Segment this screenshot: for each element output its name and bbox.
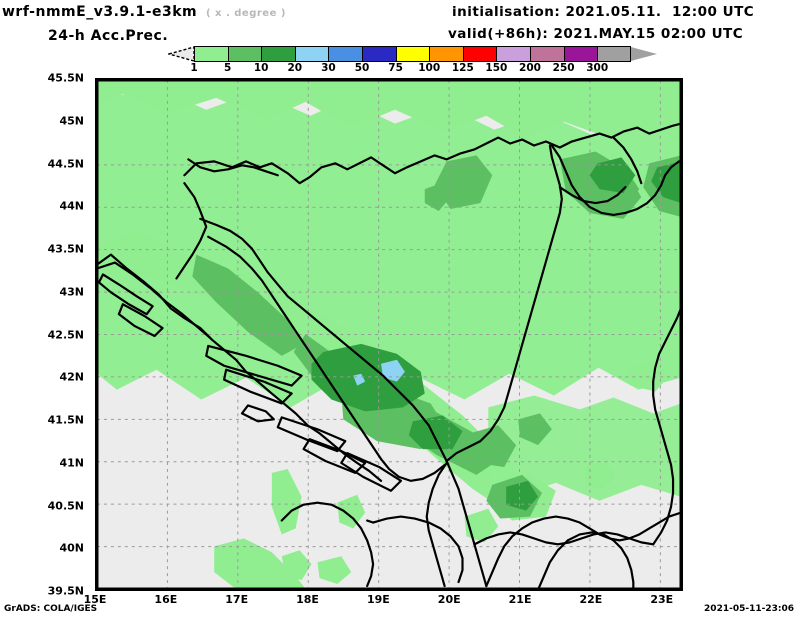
y-tick-44.5N: 44.5N bbox=[47, 157, 84, 170]
y-tick-43.5N: 43.5N bbox=[47, 242, 84, 256]
x-tick-16E: 16E bbox=[154, 593, 178, 606]
y-tick-41N: 41N bbox=[59, 456, 84, 470]
x-axis-labels: 15E 16E 17E 18E 19E 20E 21E 22E 23E bbox=[84, 593, 683, 611]
y-tick-45N: 45N bbox=[59, 114, 84, 128]
y-tick-41.5N: 41.5N bbox=[47, 413, 84, 427]
colorbar-tick-1: 1 bbox=[190, 62, 198, 74]
y-axis-labels: 45.5N 45N 44.5N 44N 43.5N 43N 42.5N 42N 41.5N 41N… bbox=[0, 72, 92, 598]
y-tick-40N: 40N bbox=[59, 541, 84, 555]
colorbar-tick-200: 200 bbox=[519, 62, 541, 74]
colorbar-swatch-150 bbox=[496, 46, 530, 62]
x-tick-19E: 19E bbox=[366, 593, 390, 606]
model-title: wrf-nmmE_v3.9.1-e3km bbox=[2, 4, 198, 20]
colorbar-tick-75: 75 bbox=[388, 62, 403, 74]
colorbar-swatch-250 bbox=[563, 46, 598, 62]
y-tick-45.5N: 45.5N bbox=[47, 71, 84, 85]
valid-time: valid(+86h): 2021.MAY.15 02:00 UTC bbox=[448, 26, 744, 42]
colorbar-swatch-100 bbox=[429, 46, 463, 62]
y-tick-42.5N: 42.5N bbox=[47, 328, 84, 341]
colorbar-tick-125: 125 bbox=[451, 62, 474, 74]
colorbar-swatch-125 bbox=[462, 46, 497, 62]
x-tick-15E: 15E bbox=[83, 593, 107, 606]
precipitation-map[interactable] bbox=[95, 78, 683, 591]
colorbar-tick-5: 5 bbox=[223, 62, 232, 74]
field-title: 24-h Acc.Prec. bbox=[48, 28, 169, 44]
footer-credit: GrADS: COLA/IGES bbox=[4, 604, 98, 614]
initialisation-time: initialisation: 2021.05.11. 12:00 UTC bbox=[452, 4, 755, 20]
colorbar-swatch-75 bbox=[395, 46, 430, 62]
colorbar-swatch-20 bbox=[294, 46, 329, 62]
x-tick-18E: 18E bbox=[296, 593, 319, 606]
colorbar-swatches bbox=[194, 46, 631, 62]
x-tick-23E: 23E bbox=[650, 593, 674, 606]
x-tick-17E: 17E bbox=[225, 593, 249, 606]
colorbar-swatch-200 bbox=[529, 46, 564, 62]
colorbar-swatch-1 bbox=[194, 46, 228, 62]
y-tick-43N: 43N bbox=[59, 285, 84, 299]
colorbar-swatch-10 bbox=[261, 46, 295, 62]
y-tick-39.5N: 39.5N bbox=[47, 584, 84, 598]
y-tick-40.5N: 40.5N bbox=[47, 499, 84, 512]
ghost-degree-text: ( x . degree ) bbox=[206, 8, 286, 19]
colorbar-tick-30: 30 bbox=[321, 62, 336, 74]
x-tick-20E: 20E bbox=[437, 593, 461, 606]
colorbar-tick-150: 150 bbox=[485, 62, 508, 74]
colorbar-tick-10: 10 bbox=[253, 62, 269, 74]
colorbar-swatch-50 bbox=[361, 46, 396, 62]
colorbar-tick-300: 300 bbox=[586, 62, 609, 74]
colorbar-tick-100: 100 bbox=[418, 62, 441, 74]
map-svg bbox=[97, 80, 681, 589]
coastlines-and-borders bbox=[97, 122, 681, 589]
colorbar-swatch-30 bbox=[328, 46, 362, 62]
colorbar-tick-50: 50 bbox=[354, 62, 370, 74]
colorbar-swatch-5 bbox=[227, 46, 262, 62]
colorbar-tick-250: 250 bbox=[552, 62, 575, 74]
y-tick-44N: 44N bbox=[59, 199, 84, 213]
footer-timestamp: 2021-05-11-23:06 bbox=[704, 604, 794, 614]
y-tick-42N: 42N bbox=[59, 370, 84, 384]
x-tick-21E: 21E bbox=[508, 593, 532, 606]
colorbar-tick-20: 20 bbox=[287, 62, 303, 74]
colorbar: 1 5 10 20 30 50 75 100 125 150 200 250 300 bbox=[168, 46, 668, 74]
colorbar-under-arrow-icon bbox=[168, 46, 194, 62]
colorbar-swatch-300 bbox=[597, 46, 631, 62]
colorbar-over-arrow-icon bbox=[631, 47, 657, 61]
x-tick-22E: 22E bbox=[579, 593, 603, 606]
